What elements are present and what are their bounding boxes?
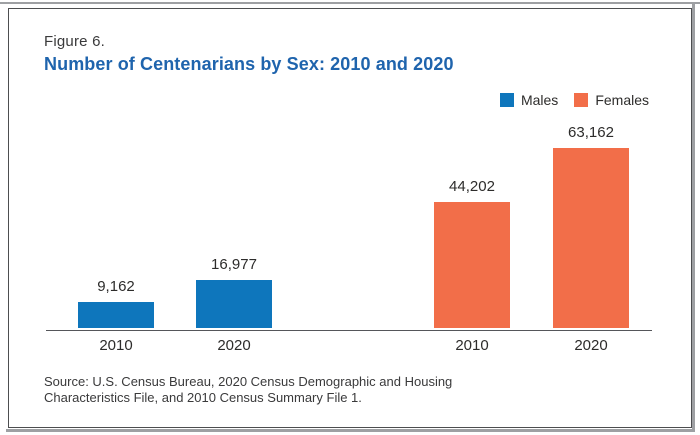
x-tick-label: 2010 (99, 337, 133, 354)
males-swatch-icon (499, 93, 514, 107)
x-tick-label: 2020 (574, 337, 608, 354)
legend-item-males: Males (499, 92, 559, 108)
bar-value-label: 63,162 (568, 124, 614, 141)
bar-females-2020 (553, 148, 629, 328)
bar-males-2020 (196, 280, 272, 328)
legend: Males Females (499, 92, 649, 108)
figure-title: Number of Centenarians by Sex: 2010 and … (44, 54, 454, 74)
source-line-2: Characteristics File, and 2010 Census Su… (44, 390, 362, 405)
legend-label-males: Males (520, 92, 559, 108)
bar-value-label: 9,162 (97, 278, 135, 295)
x-tick-label: 2020 (217, 337, 251, 354)
source-note: Source: U.S. Census Bureau, 2020 Census … (44, 374, 452, 406)
x-tick-label: 2010 (455, 337, 489, 354)
figure-number: Figure 6. (44, 33, 105, 50)
x-axis-line (46, 330, 652, 331)
legend-label-females: Females (595, 92, 649, 108)
bar-females-2010 (434, 202, 510, 328)
page-rule-right (692, 2, 695, 432)
bar-value-label: 16,977 (211, 256, 257, 273)
legend-item-females: Females (574, 92, 649, 108)
page-rule-top (0, 2, 700, 4)
females-swatch-icon (574, 93, 589, 107)
bar-value-label: 44,202 (449, 178, 495, 195)
page-rule-bottom (6, 429, 695, 432)
source-line-1: Source: U.S. Census Bureau, 2020 Census … (44, 374, 453, 389)
figure-box: Figure 6. Number of Centenarians by Sex:… (8, 8, 692, 428)
bar-males-2010 (78, 302, 154, 328)
